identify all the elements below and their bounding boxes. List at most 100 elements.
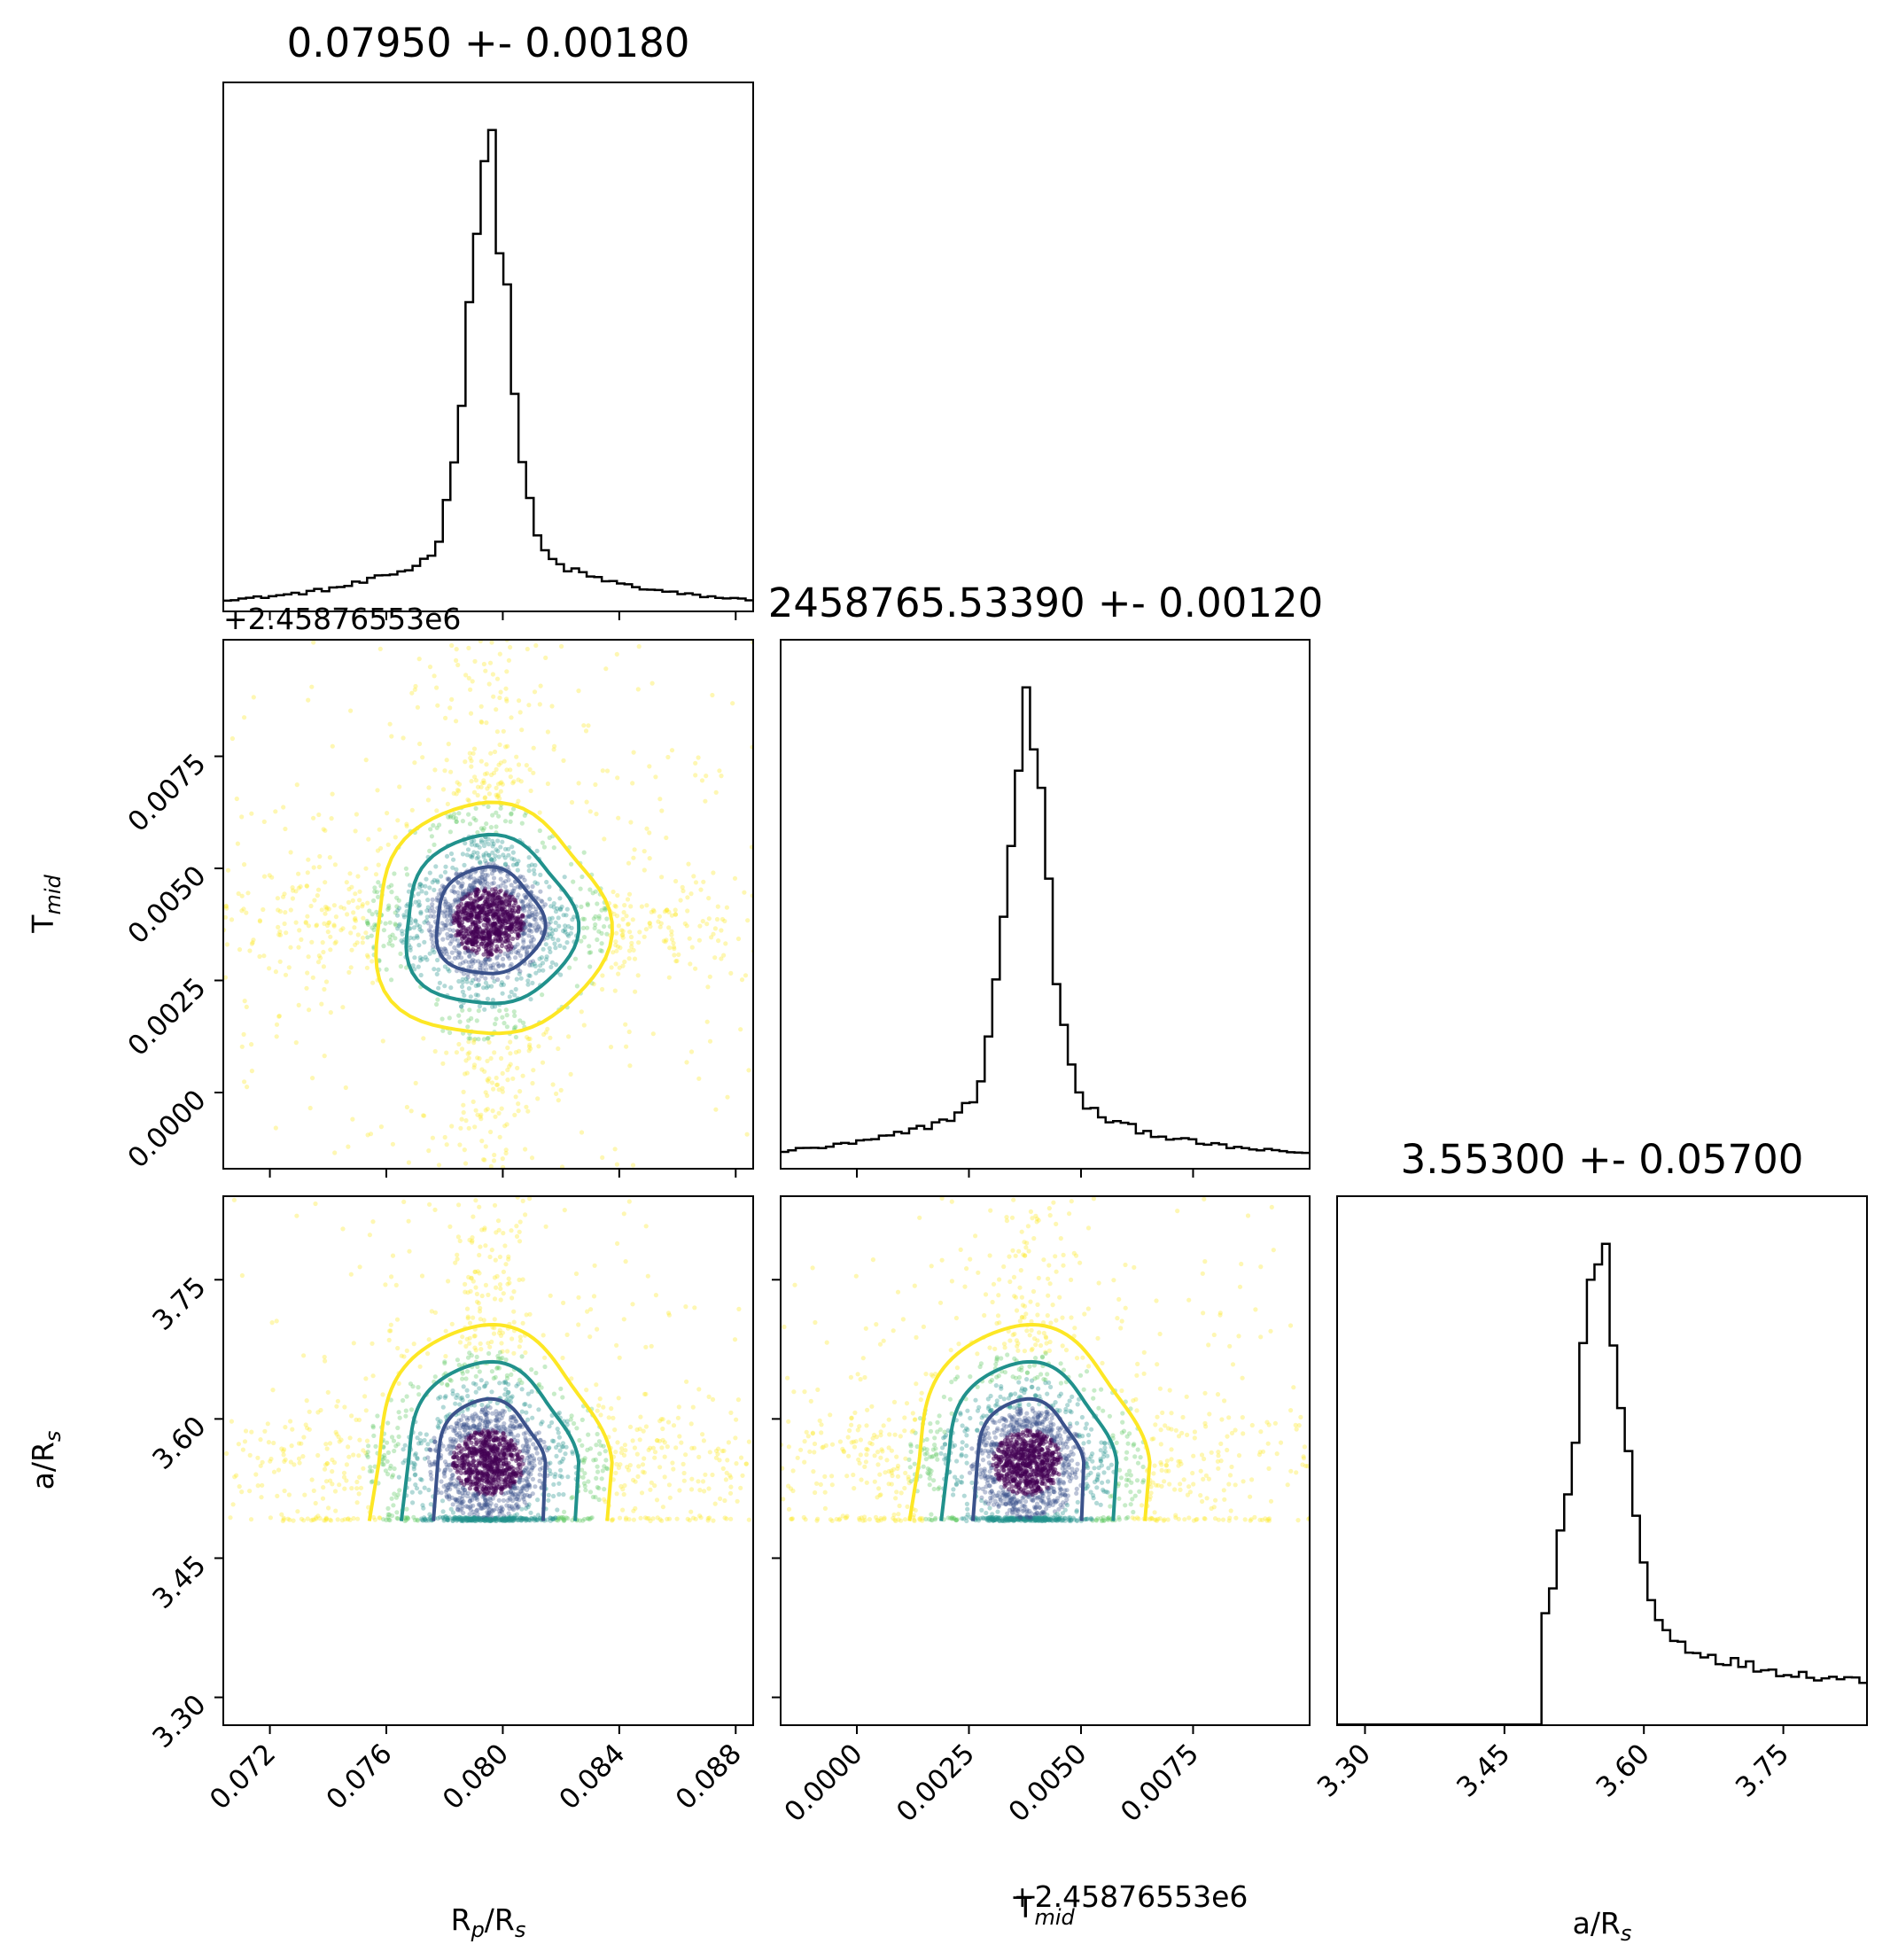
- scatter-point: [562, 1517, 567, 1522]
- scatter-point: [478, 874, 485, 880]
- scatter-point: [442, 964, 447, 969]
- scatter-point: [471, 838, 477, 844]
- scatter-point: [470, 1235, 475, 1241]
- scatter-point: [373, 872, 379, 877]
- scatter-point: [688, 1049, 695, 1054]
- scatter-point: [585, 1447, 590, 1452]
- scatter-point: [464, 939, 470, 945]
- scatter-point: [487, 1344, 493, 1349]
- scatter-point: [464, 1336, 470, 1342]
- scatter-point: [520, 898, 525, 904]
- scatter-point: [502, 1243, 508, 1248]
- scatter-point: [486, 1292, 491, 1297]
- scatter-point: [598, 948, 603, 953]
- scatter-point: [510, 1414, 515, 1419]
- scatter-point: [390, 1253, 396, 1258]
- scatter-point: [463, 1515, 469, 1521]
- scatter-point: [516, 884, 521, 890]
- scatter-point: [360, 902, 365, 907]
- scatter-point: [518, 779, 524, 784]
- scatter-point: [444, 1482, 449, 1488]
- scatter-point: [507, 1064, 512, 1069]
- scatter-point: [722, 918, 727, 924]
- scatter-point: [474, 915, 480, 921]
- scatter-point: [579, 1009, 584, 1015]
- scatter-point: [1027, 1420, 1032, 1426]
- scatter-point: [626, 1467, 632, 1473]
- scatter-point: [283, 1457, 288, 1462]
- scatter-point: [533, 906, 539, 912]
- scatter-point: [463, 1281, 468, 1287]
- scatter-point: [488, 1163, 494, 1169]
- scatter-point: [509, 883, 514, 888]
- scatter-point: [661, 938, 666, 944]
- scatter-point: [426, 1459, 432, 1465]
- scatter-point: [401, 940, 406, 945]
- scatter-point: [514, 862, 519, 867]
- scatter-point: [520, 1073, 525, 1078]
- scatter-point: [501, 1291, 506, 1296]
- scatter-point: [330, 743, 335, 749]
- scatter-point: [460, 960, 466, 965]
- scatter-point: [243, 1428, 249, 1434]
- scatter-point: [438, 1395, 443, 1400]
- scatter-point: [395, 913, 401, 918]
- scatter-point: [671, 940, 676, 945]
- scatter-point: [251, 937, 256, 943]
- scatter-point: [736, 1306, 742, 1311]
- scatter-point: [464, 1518, 470, 1523]
- scatter-point: [277, 929, 283, 935]
- scatter-point: [572, 914, 577, 920]
- scatter-point: [465, 847, 471, 852]
- scatter-point: [706, 1394, 712, 1399]
- scatter-point: [467, 1415, 472, 1421]
- scatter-point: [451, 1444, 456, 1450]
- scatter-point: [494, 1230, 499, 1235]
- scatter-point: [488, 1517, 494, 1522]
- scatter-point: [430, 1461, 435, 1467]
- scatter-point: [450, 1510, 456, 1515]
- scatter-point: [473, 1425, 478, 1430]
- scatter-point: [404, 1394, 409, 1399]
- scatter-point: [282, 921, 287, 927]
- scatter-point: [424, 908, 430, 914]
- scatter-point: [616, 1396, 621, 1401]
- scatter-point: [463, 959, 469, 964]
- scatter-point: [603, 907, 608, 913]
- scatter-point: [665, 1419, 672, 1425]
- scatter-point: [633, 1505, 638, 1511]
- scatter-point: [495, 976, 501, 983]
- scatter-point: [496, 854, 502, 859]
- scatter-point: [309, 1477, 315, 1482]
- scatter-point: [486, 984, 491, 989]
- scatter-point: [467, 1451, 472, 1456]
- scatter-point: [436, 1163, 442, 1168]
- scatter-point: [528, 788, 533, 794]
- scatter-point: [596, 1439, 603, 1444]
- scatter-point: [585, 925, 590, 930]
- scatter-point: [984, 1484, 989, 1489]
- scatter-point: [531, 1516, 536, 1522]
- scatter-point: [498, 1333, 504, 1338]
- scatter-point: [375, 848, 381, 853]
- scatter-point: [1303, 1463, 1309, 1469]
- scatter-point: [657, 914, 663, 919]
- scatter-point: [481, 1493, 487, 1498]
- scatter-point: [428, 924, 433, 929]
- scatter-point: [556, 1518, 561, 1523]
- scatter-point: [587, 1446, 594, 1451]
- scatter-point: [579, 1130, 585, 1135]
- scatter-point: [1200, 1498, 1205, 1505]
- scatter-point: [530, 1491, 535, 1497]
- scatter-point: [456, 950, 462, 955]
- scatter-point: [594, 1443, 599, 1448]
- scatter-point: [500, 782, 505, 787]
- scatter-point: [463, 673, 469, 678]
- scatter-point: [727, 1473, 733, 1478]
- scatter-point: [679, 1440, 684, 1445]
- scatter-point: [308, 1518, 314, 1523]
- scatter-point: [511, 779, 517, 784]
- scatter-point: [323, 1462, 329, 1467]
- scatter-point: [519, 1354, 525, 1359]
- scatter-point: [413, 683, 418, 689]
